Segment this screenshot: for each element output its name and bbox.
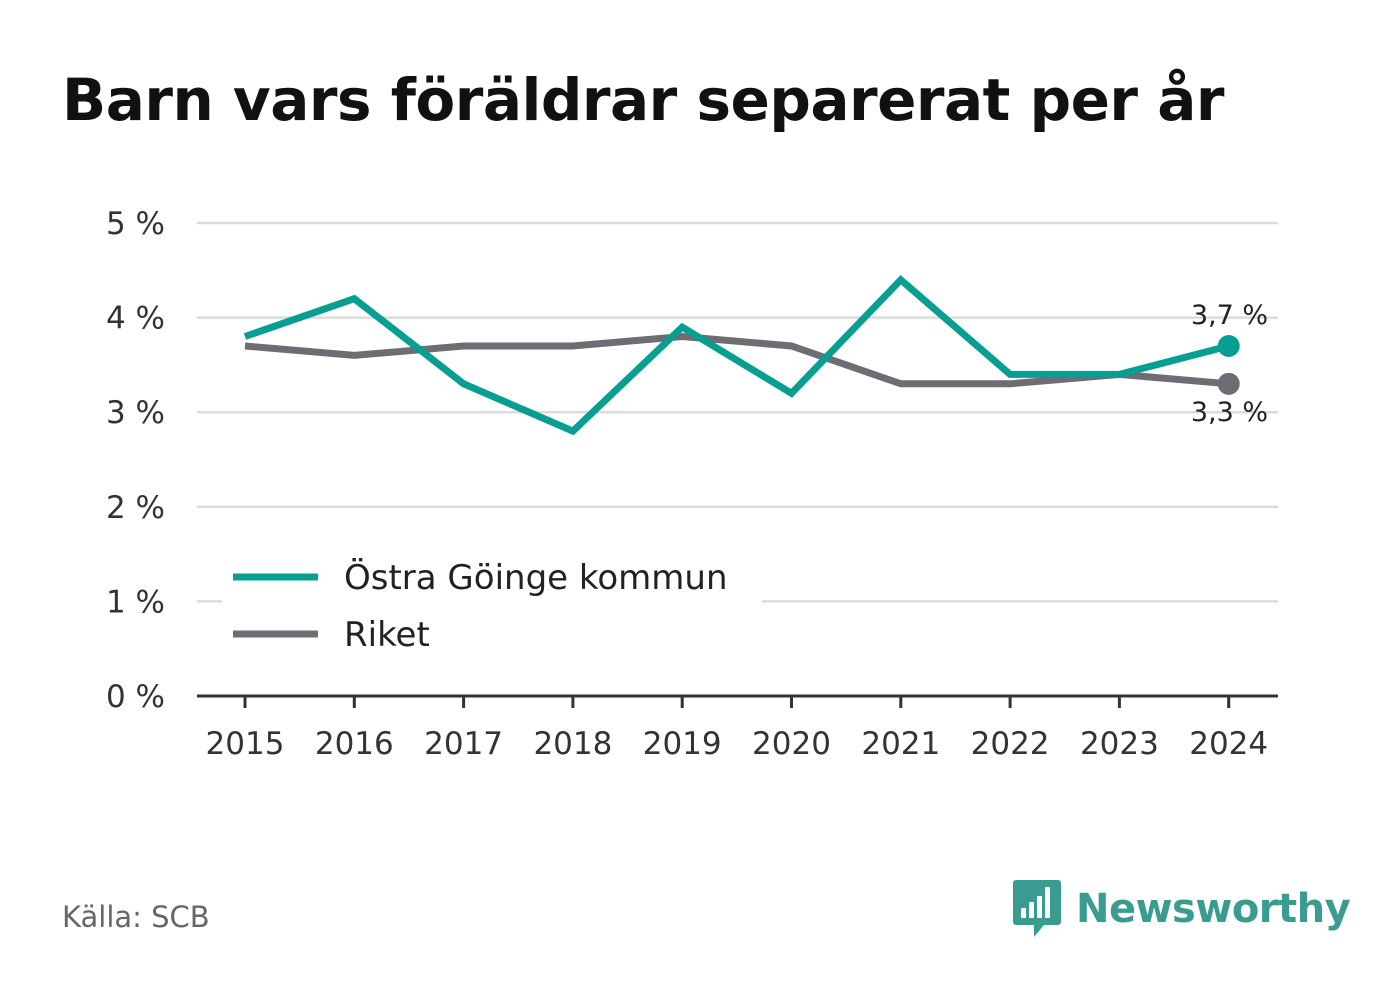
- legend: Östra Göinge kommun Riket: [222, 548, 762, 660]
- series-lines: [243, 274, 1240, 436]
- x-tick-label: 2021: [861, 726, 940, 762]
- legend-label: Riket: [344, 615, 430, 655]
- series-end-marker: [1217, 372, 1240, 395]
- end-value-label: 3,7 %: [1191, 300, 1268, 331]
- legend-background: [222, 548, 762, 660]
- y-tick-label: 3 %: [106, 395, 165, 431]
- x-tick-label: 2023: [1080, 726, 1159, 762]
- y-tick-label: 4 %: [106, 301, 165, 337]
- y-tick-label: 2 %: [106, 490, 165, 526]
- end-value-labels: 3,7 % 3,3 %: [1191, 300, 1268, 428]
- y-axis-tick-labels: 0 % 1 % 2 % 3 % 4 % 5 %: [106, 206, 165, 715]
- y-tick-label: 1 %: [106, 584, 165, 620]
- legend-label: Östra Göinge kommun: [344, 557, 728, 598]
- x-tick-label: 2022: [971, 726, 1050, 762]
- x-tick-label: 2018: [533, 726, 612, 762]
- x-axis: 2015 2016 2017 2018 2019 2020 2021 2022 2023 2024: [197, 694, 1278, 762]
- series-line: [243, 274, 1230, 436]
- bar-chart-speech-bubble-icon: [1013, 880, 1061, 937]
- series-end-marker: [1217, 334, 1240, 357]
- x-tick-label: 2019: [643, 726, 722, 762]
- brand-logo: Newsworthy: [1012, 878, 1351, 940]
- brand-name: Newsworthy: [1076, 886, 1351, 932]
- x-tick-label: 2017: [424, 726, 503, 762]
- end-value-label: 3,3 %: [1191, 397, 1268, 428]
- series-line: [244, 332, 1229, 388]
- x-tick-label: 2020: [752, 726, 831, 762]
- x-tick-label: 2015: [206, 726, 285, 762]
- y-tick-label: 5 %: [106, 206, 165, 242]
- grid-lines: [197, 221, 1278, 603]
- y-tick-label: 0 %: [106, 679, 165, 715]
- x-tick-label: 2024: [1189, 726, 1268, 762]
- x-tick-label: 2016: [315, 726, 394, 762]
- chart-title: Barn vars föräldrar separerat per år: [62, 66, 1224, 134]
- source-note: Källa: SCB: [62, 900, 210, 934]
